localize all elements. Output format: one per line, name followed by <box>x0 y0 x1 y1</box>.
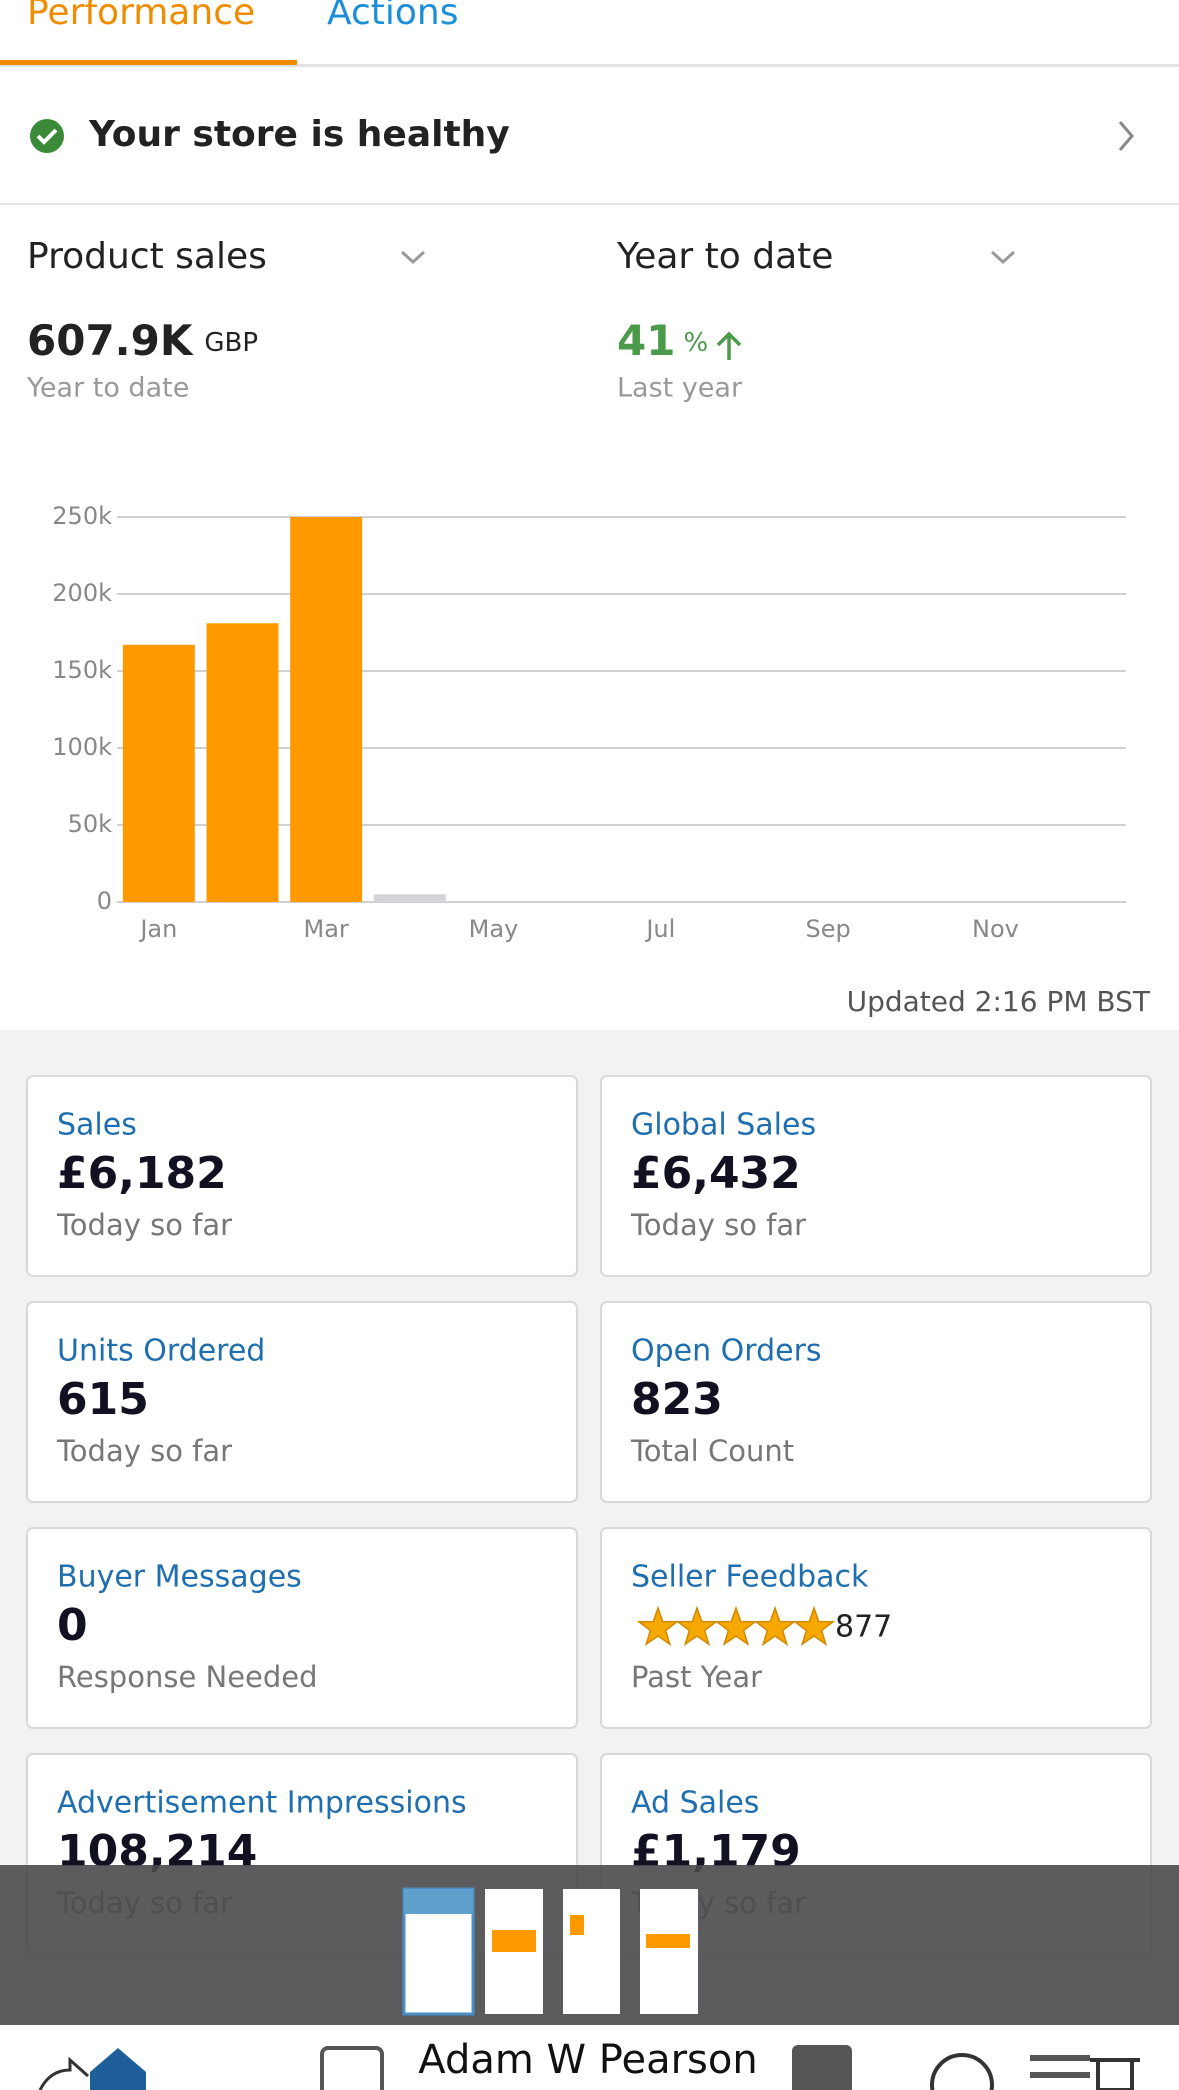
updated-time: Updated 2:16 PM BST <box>847 985 1151 1018</box>
thumbnail[interactable] <box>563 1889 620 2014</box>
star <box>792 1605 836 1647</box>
card-value: 823 <box>631 1374 723 1425</box>
bottom-nav <box>0 2025 1179 2090</box>
card-value: £6,432 <box>631 1148 801 1199</box>
card-caption: Past Year <box>631 1660 762 1694</box>
card-title: Seller Feedback <box>631 1560 869 1595</box>
x-tick-label: Mar <box>304 915 349 943</box>
health-status[interactable]: Your store is healthy <box>88 114 510 155</box>
cards: Sales £6,182 Today so far Global Sales £6,43… <box>26 1075 1152 1955</box>
divider <box>0 203 1179 205</box>
card-title: Global Sales <box>631 1108 816 1143</box>
change-caption: Last year <box>617 373 743 404</box>
y-tick-label: 100k <box>52 733 112 761</box>
x-tick-label: May <box>469 915 519 943</box>
star <box>753 1605 797 1647</box>
metric-select[interactable]: Product sales <box>27 236 267 277</box>
unit: GBP <box>204 328 258 358</box>
card-title: Advertisement Impressions <box>57 1786 467 1821</box>
card-caption: Response Needed <box>57 1660 318 1694</box>
bar <box>122 644 195 902</box>
card-title: Open Orders <box>631 1334 822 1369</box>
star <box>675 1605 719 1647</box>
card-title: Sales <box>57 1108 137 1143</box>
star <box>714 1605 758 1647</box>
up-arrow <box>716 331 742 360</box>
chart: 0 50k 100k 150k 200k 250k Jan Mar May Jul Sep Nov <box>52 502 1126 943</box>
card-value: £6,182 <box>57 1148 227 1199</box>
bar <box>206 623 279 902</box>
orders-icon[interactable] <box>792 2045 852 2090</box>
card[interactable] <box>26 1527 578 1729</box>
trash-icon[interactable] <box>1090 2058 1140 2090</box>
thumbnail-bars <box>646 1934 690 1948</box>
bar <box>290 517 363 902</box>
share-icon[interactable] <box>38 2056 89 2090</box>
change: 41 <box>617 316 675 365</box>
thumbnail-bars <box>570 1915 584 1935</box>
dropdown-icon <box>990 250 1016 265</box>
card[interactable] <box>600 1527 1152 1729</box>
tab-underline <box>0 60 297 65</box>
thumbnail-bars <box>492 1930 536 1952</box>
card-title: Buyer Messages <box>57 1560 302 1595</box>
card-caption: Today so far <box>56 1434 232 1468</box>
y-tick-label: 250k <box>52 502 112 530</box>
x-tick-label: Jan <box>138 915 177 943</box>
card-title: Ad Sales <box>631 1786 759 1821</box>
user-name: Adam W Pearson <box>418 2037 757 2083</box>
thumbnail[interactable] <box>640 1889 698 2014</box>
change-unit: % <box>683 328 708 358</box>
tab[interactable]: Actions <box>327 0 459 33</box>
navigate-icon[interactable] <box>930 2053 994 2090</box>
x-tick-label: Nov <box>972 915 1019 943</box>
check-icon <box>30 119 64 153</box>
amount: 607.9K <box>27 316 194 365</box>
home-icon[interactable] <box>90 2048 146 2090</box>
summary-value: 607.9K GBP <box>27 316 258 365</box>
x-tick-label: Jul <box>644 915 675 943</box>
card[interactable] <box>600 1301 1152 1503</box>
top-panel <box>0 0 1179 1030</box>
card[interactable] <box>26 1075 578 1277</box>
y-tick-label: 50k <box>68 810 113 838</box>
card-title: Units Ordered <box>57 1334 265 1369</box>
card-value: 877 <box>835 1610 892 1645</box>
tab[interactable]: Performance <box>27 0 255 33</box>
card-value: 615 <box>57 1374 149 1425</box>
x-tick-label: Sep <box>806 915 851 943</box>
menu-icon[interactable] <box>1030 2055 1090 2078</box>
card[interactable] <box>26 1301 578 1503</box>
dropdown-icon <box>400 250 426 265</box>
summary-caption: Year to date <box>26 373 189 404</box>
y-tick-label: 200k <box>52 579 112 607</box>
card-caption: Today so far <box>56 1208 232 1242</box>
y-tick-label: 0 <box>97 887 112 915</box>
tab-divider <box>0 64 1179 67</box>
card-caption: Total Count <box>630 1434 794 1468</box>
card-caption: Today so far <box>630 1208 806 1242</box>
star <box>636 1605 680 1647</box>
inventory-icon[interactable] <box>320 2046 384 2090</box>
y-tick-label: 150k <box>52 656 112 684</box>
card-value: 0 <box>57 1600 88 1651</box>
card[interactable] <box>600 1075 1152 1277</box>
check-mark <box>36 128 58 145</box>
period-select[interactable]: Year to date <box>616 236 833 277</box>
thumbnail-header <box>404 1889 473 1914</box>
chevron <box>1118 121 1134 151</box>
change-value: 41% <box>617 316 708 365</box>
bar <box>373 894 446 902</box>
